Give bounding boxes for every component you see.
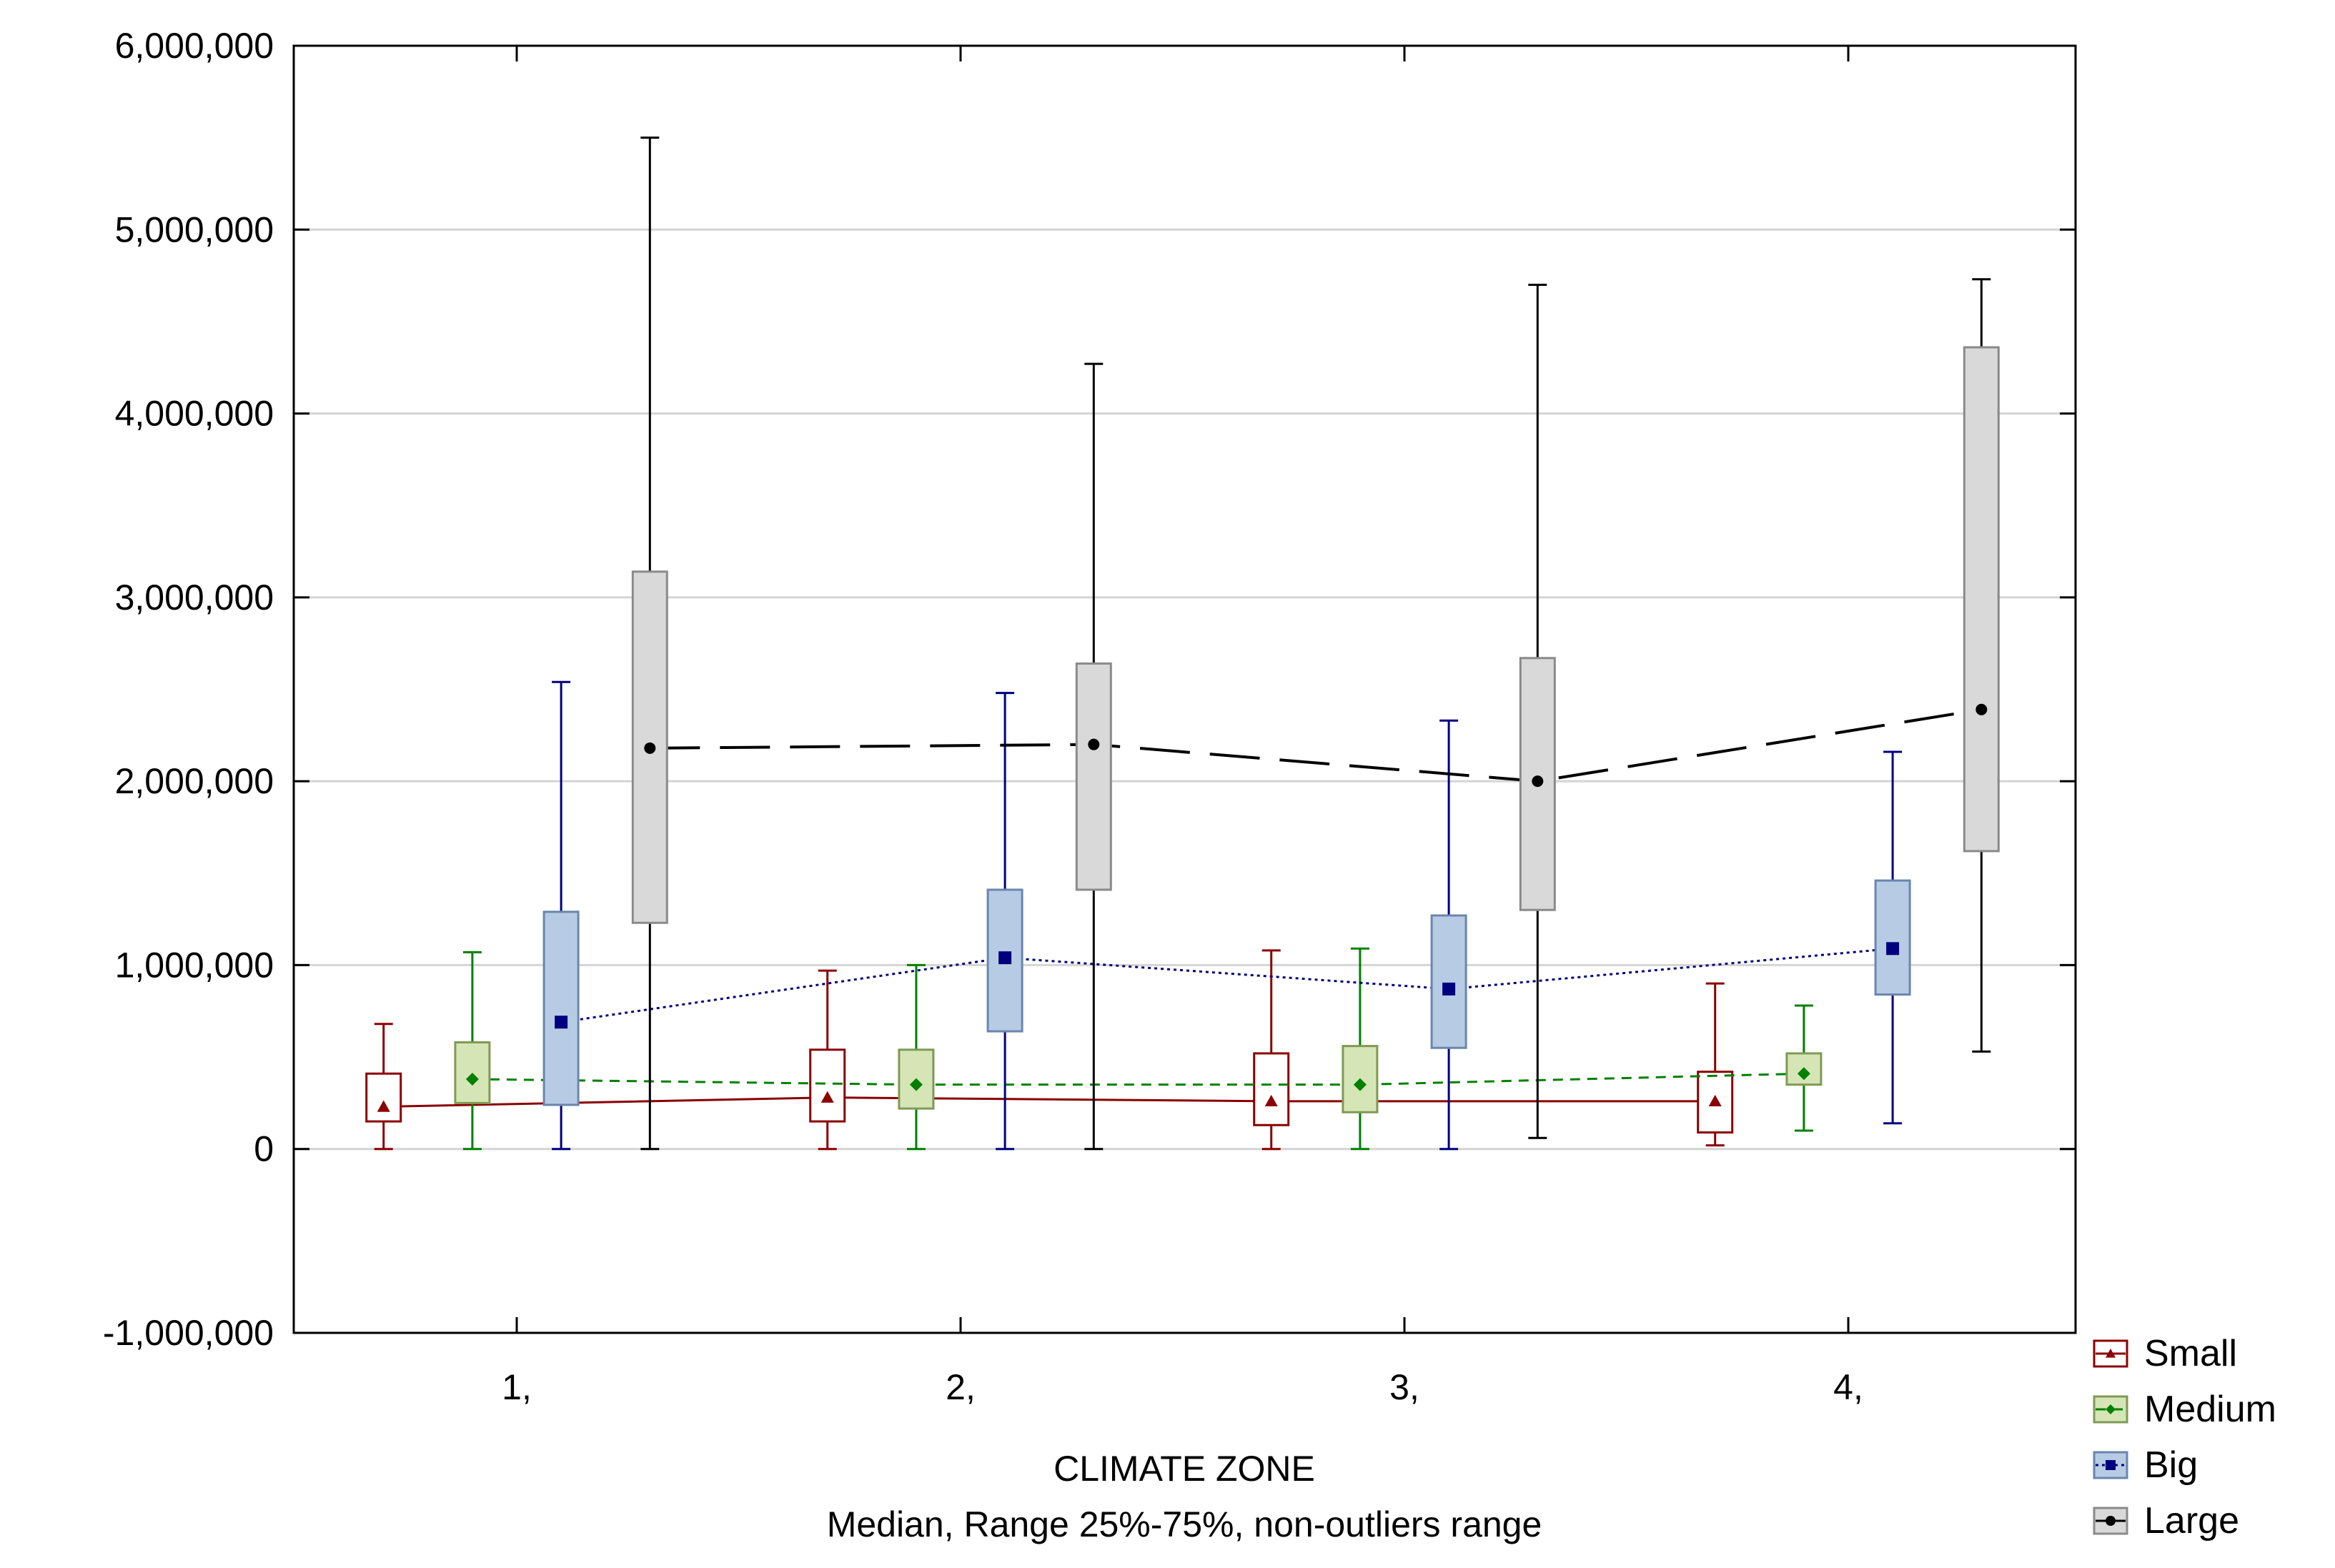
median-marker — [1708, 1094, 1722, 1107]
iqr-box — [542, 910, 580, 1106]
median-line — [383, 1096, 1715, 1108]
iqr-box — [1075, 662, 1112, 891]
iqr-box — [809, 1048, 846, 1123]
median-marker — [555, 1016, 568, 1029]
iqr-box — [454, 1041, 491, 1104]
series-medium — [454, 947, 1823, 1151]
median-marker — [1088, 738, 1100, 750]
box-big — [1874, 750, 1911, 1125]
median-marker — [1442, 982, 1456, 996]
y-tick-label: 6,000,000 — [115, 26, 274, 66]
x-tick-label: 4, — [1833, 1367, 1863, 1407]
median-marker — [377, 1100, 390, 1112]
x-tick-label: 2, — [946, 1367, 976, 1407]
median-marker — [1264, 1094, 1278, 1107]
y-tick-label: 0 — [254, 1129, 274, 1169]
legend-label: Large — [2144, 1500, 2239, 1542]
x-tick-label: 3, — [1389, 1367, 1419, 1407]
median-marker — [644, 742, 656, 754]
median-marker — [1797, 1067, 1810, 1081]
box-small — [809, 969, 846, 1151]
iqr-box — [1519, 657, 1556, 911]
box-small — [1253, 949, 1290, 1151]
series-small — [365, 949, 1734, 1151]
box-medium — [454, 951, 491, 1151]
median-line — [650, 708, 1982, 783]
legend-item-big: Big — [2093, 1444, 2198, 1486]
legend-item-large: Large — [2093, 1500, 2239, 1542]
plot-frame — [292, 44, 2077, 1334]
median-marker — [1532, 775, 1544, 788]
box-large — [1075, 362, 1112, 1151]
legend: Small Medium Big Large — [2093, 1333, 2276, 1542]
y-tick-label: -1,000,000 — [103, 1313, 274, 1353]
legend-label: Medium — [2144, 1389, 2276, 1430]
legend-label: Big — [2144, 1444, 2198, 1486]
box-big — [986, 692, 1023, 1151]
median-marker — [1353, 1078, 1367, 1091]
y-tick-label: 4,000,000 — [115, 394, 274, 434]
median-marker — [2106, 1460, 2116, 1470]
legend-label: Small — [2144, 1333, 2237, 1374]
median-line — [560, 947, 1893, 1023]
box-large — [631, 137, 668, 1151]
series-big — [542, 680, 1911, 1151]
median-marker — [1975, 703, 1988, 715]
median-line — [472, 1072, 1804, 1086]
axes: -1,000,000 0 1,000,000 2,000,000 3,000,000 4,… — [103, 26, 2076, 1407]
box-large — [1963, 278, 2000, 1053]
median-marker — [2106, 1404, 2116, 1414]
box-large — [1519, 283, 1556, 1139]
legend-item-medium: Medium — [2093, 1389, 2276, 1430]
median-marker — [821, 1091, 834, 1103]
series-layer — [365, 137, 2000, 1151]
legend-item-small: Small — [2093, 1333, 2237, 1374]
median-marker — [1886, 942, 1900, 956]
median-marker — [2106, 1349, 2116, 1358]
iqr-box — [1963, 346, 2000, 853]
box-small — [1697, 982, 1734, 1147]
y-tick-label: 1,000,000 — [115, 945, 274, 985]
box-medium — [1785, 1004, 1823, 1132]
iqr-box — [1874, 879, 1911, 996]
iqr-box — [1430, 914, 1467, 1049]
x-axis-title: CLIMATE ZONE — [1054, 1449, 1315, 1489]
iqr-box — [1253, 1052, 1290, 1126]
median-marker — [2106, 1516, 2116, 1526]
y-tick-label: 2,000,000 — [115, 761, 274, 801]
box-medium — [898, 963, 935, 1151]
y-tick-label: 5,000,000 — [115, 209, 274, 249]
y-tick-label: 3,000,000 — [115, 577, 274, 617]
box-small — [365, 1023, 402, 1151]
series-large — [631, 137, 2000, 1151]
median-marker — [998, 951, 1012, 965]
box-medium — [1342, 947, 1379, 1151]
box-big — [542, 680, 580, 1151]
chart-subtitle: Median, Range 25%-75%, non-outliers rang… — [827, 1504, 1542, 1544]
median-marker — [465, 1072, 479, 1086]
median-marker — [909, 1078, 923, 1091]
gridlines — [294, 228, 2076, 1151]
x-tick-label: 1, — [502, 1367, 532, 1407]
box-big — [1430, 719, 1467, 1151]
iqr-box — [365, 1072, 402, 1123]
